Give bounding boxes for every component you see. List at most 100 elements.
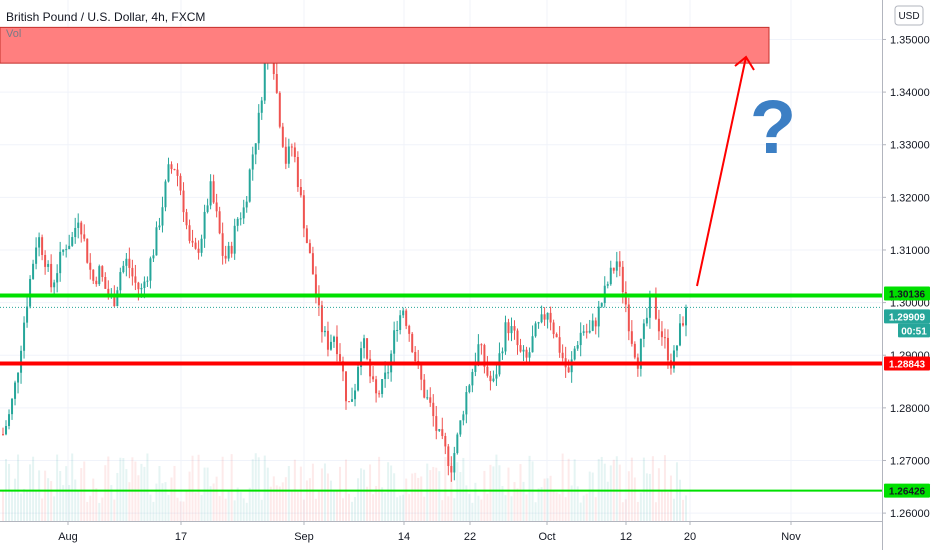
volume-bar — [41, 498, 44, 521]
candle-body — [360, 348, 363, 367]
y-tick-label: 1.30000 — [890, 298, 930, 310]
candle-body — [681, 323, 684, 326]
volume-bar — [317, 491, 320, 521]
volume-bar — [417, 477, 420, 521]
candle-body — [221, 233, 224, 256]
candle-body — [423, 379, 426, 398]
candle-body — [594, 320, 597, 327]
candle-body — [378, 393, 381, 395]
candle-body — [35, 247, 38, 264]
time-axis[interactable]: Aug 17 Sep 14 22 Oct 12 20 Nov — [58, 521, 801, 543]
volume-bar — [468, 494, 471, 521]
candle-body — [396, 329, 399, 331]
volume-bar — [570, 485, 573, 521]
currency-button[interactable]: USD — [894, 5, 924, 26]
candle-body — [212, 181, 215, 203]
candle-body — [77, 222, 80, 228]
volume-bar — [582, 495, 585, 521]
candle-body — [116, 290, 119, 307]
candle-body — [26, 306, 29, 323]
candle-body — [555, 334, 558, 338]
candle-body — [537, 322, 540, 324]
volume-bar — [8, 463, 11, 521]
candle-body — [140, 287, 143, 290]
candle-body — [432, 402, 435, 417]
price-tag-red: 1.28843 — [884, 356, 930, 371]
candle-body — [486, 366, 489, 376]
volume-bar — [420, 476, 423, 521]
candle-body — [119, 272, 122, 291]
volume-bar — [642, 457, 645, 521]
volume-bar — [239, 492, 242, 521]
candle-body — [128, 258, 131, 268]
volume-bar — [149, 494, 152, 521]
volume-bar — [332, 491, 335, 521]
candle-body — [206, 205, 209, 212]
candle-body — [591, 320, 594, 331]
volume-bar — [489, 464, 492, 521]
candle-body — [633, 343, 636, 358]
volume-bar — [447, 496, 450, 521]
candle-body — [372, 376, 375, 380]
candle-body — [630, 331, 633, 344]
candle-body — [351, 399, 354, 402]
volume-bar — [375, 485, 378, 521]
candle-body — [164, 181, 167, 208]
candle-body — [489, 375, 492, 382]
candle-body — [576, 345, 579, 349]
candle-body — [11, 398, 14, 415]
volume-bar — [561, 453, 564, 521]
candle-body — [323, 330, 326, 333]
volume-bar — [20, 493, 23, 521]
candle-body — [543, 314, 546, 320]
volume-bar — [203, 467, 206, 521]
volume-bar — [74, 479, 77, 521]
countdown-tag: 00:51 — [898, 323, 930, 338]
volume-bar — [594, 497, 597, 521]
candle-body — [161, 207, 164, 226]
volume-bar — [101, 497, 104, 521]
volume-bar — [444, 457, 447, 521]
candle-body — [444, 436, 447, 447]
volume-bar — [399, 495, 402, 521]
volume-bar — [516, 488, 519, 521]
question-mark-icon: ? — [750, 85, 796, 170]
countdown-label: 00:51 — [901, 326, 927, 337]
candle-body — [242, 207, 245, 219]
candle-body — [685, 307, 687, 326]
candle-body — [257, 112, 260, 144]
volume-bar — [639, 492, 642, 521]
volume-bar — [278, 486, 281, 521]
candle-body — [534, 323, 537, 337]
volume-bar — [284, 477, 287, 521]
candle-body — [143, 281, 146, 288]
candle-body — [209, 181, 212, 206]
volume-bar — [209, 486, 212, 521]
volume-bar — [206, 467, 209, 521]
candle-body — [65, 249, 68, 251]
volume-bar — [396, 497, 399, 521]
candle-body — [411, 333, 414, 352]
volume-bar — [471, 502, 474, 521]
volume-bar — [125, 469, 128, 521]
price-axis[interactable]: 1.260001.270001.280001.290001.300001.310… — [882, 34, 930, 520]
volume-bar — [335, 490, 338, 521]
volume-bar — [546, 478, 549, 521]
price-tag-red-label: 1.28843 — [889, 359, 926, 370]
volume-bar — [275, 485, 278, 521]
candle-body — [660, 331, 663, 338]
volume-bar — [131, 457, 134, 521]
volume-bar — [176, 497, 179, 521]
candle-body — [17, 372, 20, 383]
y-tick-label: 1.31000 — [890, 245, 930, 257]
candle-body — [239, 218, 242, 220]
candle-body — [251, 154, 254, 170]
candle-body — [582, 331, 585, 333]
candle-body — [254, 143, 257, 155]
volume-bar — [305, 480, 308, 521]
y-tick-label: 1.34000 — [890, 87, 930, 99]
volume-bar — [89, 495, 92, 521]
candle-body — [540, 314, 543, 323]
volume-bar — [191, 455, 194, 521]
